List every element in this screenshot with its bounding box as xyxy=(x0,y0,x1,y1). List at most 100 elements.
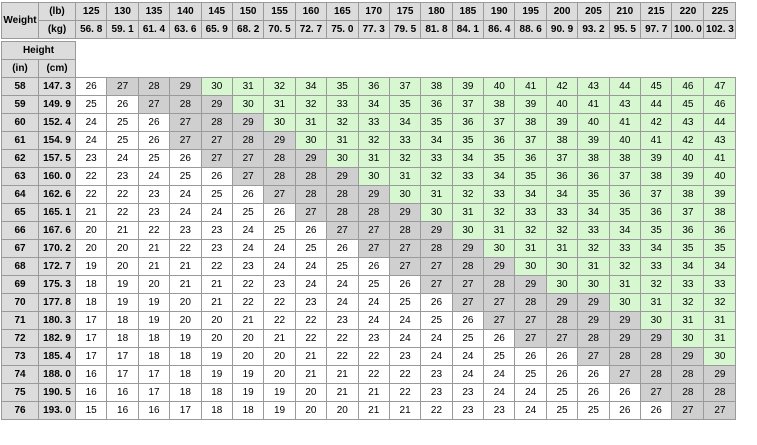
bmi-cell-obese: 37 xyxy=(545,149,579,168)
bmi-cell-obese: 34 xyxy=(640,239,673,258)
bmi-cell-obese: 30 xyxy=(231,95,265,114)
height-in-cell: 59 xyxy=(1,95,39,114)
bmi-cell-overweight: 28 xyxy=(671,365,705,384)
table-row: 69 175. 3 18 19 20 21 21 22 23 24 24 25 26 27 27 28 29 30… xyxy=(1,275,737,294)
bmi-cell-obese: 32 xyxy=(420,167,453,186)
height-cm-cell: 180. 3 xyxy=(38,311,76,330)
bmi-cell-obese: 41 xyxy=(514,77,547,96)
bmi-cell-normal: 23 xyxy=(420,365,453,384)
bmi-cell-normal: 24 xyxy=(231,239,265,258)
bmi-cell-normal: 19 xyxy=(137,311,171,330)
bmi-cell-normal: 18 xyxy=(169,365,202,384)
bmi-cell-normal: 24 xyxy=(169,203,202,222)
bmi-cell-overweight: 28 xyxy=(514,293,547,312)
height-cm-cell: 162. 6 xyxy=(38,185,76,204)
bmi-cell-normal: 20 xyxy=(169,311,202,330)
bmi-cell-normal: 21 xyxy=(294,347,328,366)
bmi-cell-overweight: 28 xyxy=(640,365,673,384)
bmi-cell-normal: 22 xyxy=(231,293,265,312)
bmi-cell-overweight: 29 xyxy=(200,95,233,114)
bmi-cell-obese: 31 xyxy=(357,149,390,168)
bmi-cell-normal: 19 xyxy=(200,347,233,366)
bmi-cell-obese: 45 xyxy=(671,95,705,114)
height-cm-cell: 167. 6 xyxy=(38,221,76,240)
height-in-cell: 69 xyxy=(1,275,39,294)
bmi-cell-normal: 23 xyxy=(200,221,233,240)
bmi-cell-overweight: 29 xyxy=(671,347,705,366)
bmi-cell-normal: 24 xyxy=(357,311,390,330)
table-row: 63 160. 0 22 23 24 25 26 27 28 28 29 30 31 32 33 34 35 36… xyxy=(1,167,737,186)
bmi-cell-normal: 25 xyxy=(357,275,390,294)
weight-lb-header: 125 xyxy=(74,2,108,21)
bmi-cell-overweight: 27 xyxy=(388,239,422,258)
bmi-cell-normal: 22 xyxy=(263,311,296,330)
bmi-cell-normal: 26 xyxy=(137,131,171,150)
height-in-cell: 71 xyxy=(1,311,39,330)
weight-kg-header: 77. 3 xyxy=(357,20,390,39)
bmi-cell-obese: 36 xyxy=(357,77,390,96)
bmi-cell-obese: 40 xyxy=(608,131,642,150)
table-row: 67 170. 2 20 20 21 22 23 24 24 25 26 27 27 28 29 30 31 31… xyxy=(1,239,737,258)
weight-lb-header: 195 xyxy=(514,2,547,21)
bmi-cell-normal: 20 xyxy=(169,293,202,312)
bmi-cell-normal: 20 xyxy=(231,347,265,366)
bmi-cell-normal: 21 xyxy=(169,257,202,276)
height-cm-cell: 177. 8 xyxy=(38,293,76,312)
bmi-cell-normal: 20 xyxy=(231,329,265,348)
bmi-cell-normal: 22 xyxy=(74,185,108,204)
table-row: 66 167. 6 20 21 22 23 23 24 25 26 27 27 28 29 30 31 32 32… xyxy=(1,221,737,240)
bmi-cell-normal: 25 xyxy=(326,257,359,276)
bmi-cell-normal: 24 xyxy=(263,257,296,276)
height-in-cell: 72 xyxy=(1,329,39,348)
bmi-cell-overweight: 29 xyxy=(703,365,737,384)
weight-kg-header: 79. 5 xyxy=(388,20,422,39)
bmi-cell-obese: 30 xyxy=(263,113,296,132)
bmi-cell-normal: 24 xyxy=(169,185,202,204)
height-in-cell: 70 xyxy=(1,293,39,312)
bmi-cell-normal: 23 xyxy=(451,401,485,420)
bmi-cell-normal: 19 xyxy=(169,329,202,348)
bmi-cell-overweight: 28 xyxy=(263,167,296,186)
bmi-cell-normal: 25 xyxy=(106,113,139,132)
bmi-cell-normal: 23 xyxy=(231,257,265,276)
bmi-cell-normal: 17 xyxy=(106,347,139,366)
bmi-cell-normal: 17 xyxy=(137,383,171,402)
bmi-cell-obese: 31 xyxy=(608,275,642,294)
bmi-cell-obese: 43 xyxy=(577,77,610,96)
bmi-cell-normal: 26 xyxy=(608,401,642,420)
bmi-cell-obese: 32 xyxy=(326,113,359,132)
height-cm-cell: 190. 5 xyxy=(38,383,76,402)
bmi-cell-overweight: 28 xyxy=(137,77,171,96)
bmi-cell-normal: 26 xyxy=(608,383,642,402)
weight-kg-header: 90. 9 xyxy=(545,20,579,39)
kg-unit-label: (kg) xyxy=(38,20,76,39)
height-cm-cell: 172. 7 xyxy=(38,257,76,276)
bmi-cell-obese: 33 xyxy=(357,113,390,132)
bmi-cell-obese: 41 xyxy=(703,149,737,168)
bmi-cell-normal: 20 xyxy=(74,221,108,240)
bmi-cell-normal: 19 xyxy=(231,383,265,402)
bmi-cell-normal: 26 xyxy=(74,77,108,96)
bmi-cell-normal: 24 xyxy=(514,401,547,420)
height-in-cell: 58 xyxy=(1,77,39,96)
bmi-cell-normal: 21 xyxy=(263,329,296,348)
bmi-cell-overweight: 27 xyxy=(420,257,453,276)
bmi-cell-obese: 32 xyxy=(545,221,579,240)
bmi-cell-obese: 37 xyxy=(608,167,642,186)
bmi-cell-normal: 20 xyxy=(106,257,139,276)
height-cm-cell: 160. 0 xyxy=(38,167,76,186)
bmi-cell-normal: 25 xyxy=(483,347,516,366)
table-row: 62 157. 5 23 24 25 26 27 27 28 29 30 31 32 33 34 35 36 37… xyxy=(1,149,737,168)
bmi-cell-overweight: 27 xyxy=(671,401,705,420)
bmi-cell-overweight: 27 xyxy=(577,347,610,366)
bmi-cell-normal: 26 xyxy=(545,365,579,384)
bmi-cell-normal: 26 xyxy=(483,329,516,348)
bmi-cell-obese: 33 xyxy=(483,185,516,204)
table-row: 60 152. 4 24 25 26 27 28 29 30 31 32 33 34 35 36 37 38 39… xyxy=(1,113,737,132)
table-row: 70 177. 8 18 19 19 20 21 22 22 23 24 24 25 26 27 27 28 29… xyxy=(1,293,737,312)
bmi-cell-obese: 30 xyxy=(483,239,516,258)
bmi-cell-normal: 22 xyxy=(200,257,233,276)
bmi-cell-overweight: 27 xyxy=(231,149,265,168)
bmi-cell-normal: 24 xyxy=(74,113,108,132)
bmi-cell-overweight: 27 xyxy=(357,239,390,258)
